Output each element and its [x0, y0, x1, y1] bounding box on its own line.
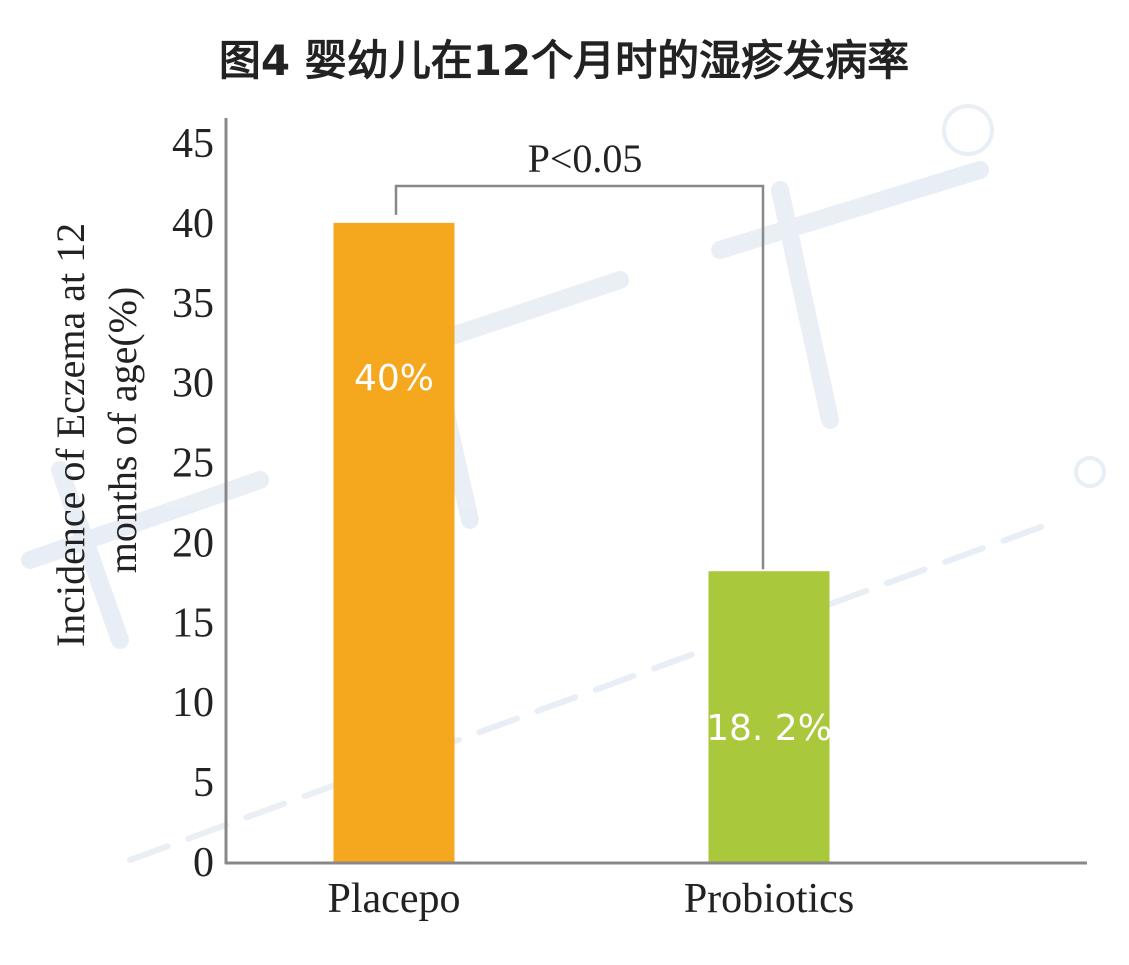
y-tick-label: 10	[172, 680, 214, 726]
watermark-tagline-strokes	[127, 517, 1063, 863]
y-axis-label-line-1: Incidence of Eczema at 12	[48, 223, 93, 647]
y-tick-label: 15	[172, 600, 214, 646]
x-tick-label: Probiotics	[684, 876, 854, 922]
data-label: 40%	[354, 358, 434, 399]
bars: 40% 18. 2%	[333, 222, 832, 862]
significance-annotation: P<0.05	[528, 136, 643, 181]
chart-title: 图4 婴幼儿在12个月时的湿疹发病率	[219, 36, 909, 85]
y-tick-label: 0	[193, 840, 214, 886]
watermark-registered-mark-1	[942, 104, 994, 156]
y-tick-label: 40	[172, 201, 214, 247]
y-tick-label: 35	[172, 281, 214, 327]
data-label: 18. 2%	[706, 708, 832, 749]
y-ticks: 0 5 10 15 20 25 30 35 40 45	[172, 121, 214, 886]
x-tick-labels: Placepo Probiotics	[328, 876, 855, 922]
y-axis-label: Incidence of Eczema at 12 months of age(…	[48, 223, 145, 647]
y-tick-label: 20	[172, 520, 214, 566]
y-axis-label-line-2: months of age(%)	[100, 287, 145, 574]
significance-bracket	[394, 184, 765, 570]
bar-placepo	[333, 222, 455, 862]
y-tick-label: 30	[172, 361, 214, 407]
y-tick-label: 45	[172, 121, 214, 167]
y-tick-label: 25	[172, 441, 214, 487]
watermark-registered-mark-2	[1074, 456, 1106, 488]
bar-probiotics	[708, 571, 830, 862]
x-tick-label: Placepo	[328, 876, 461, 922]
y-tick-label: 5	[193, 760, 214, 806]
